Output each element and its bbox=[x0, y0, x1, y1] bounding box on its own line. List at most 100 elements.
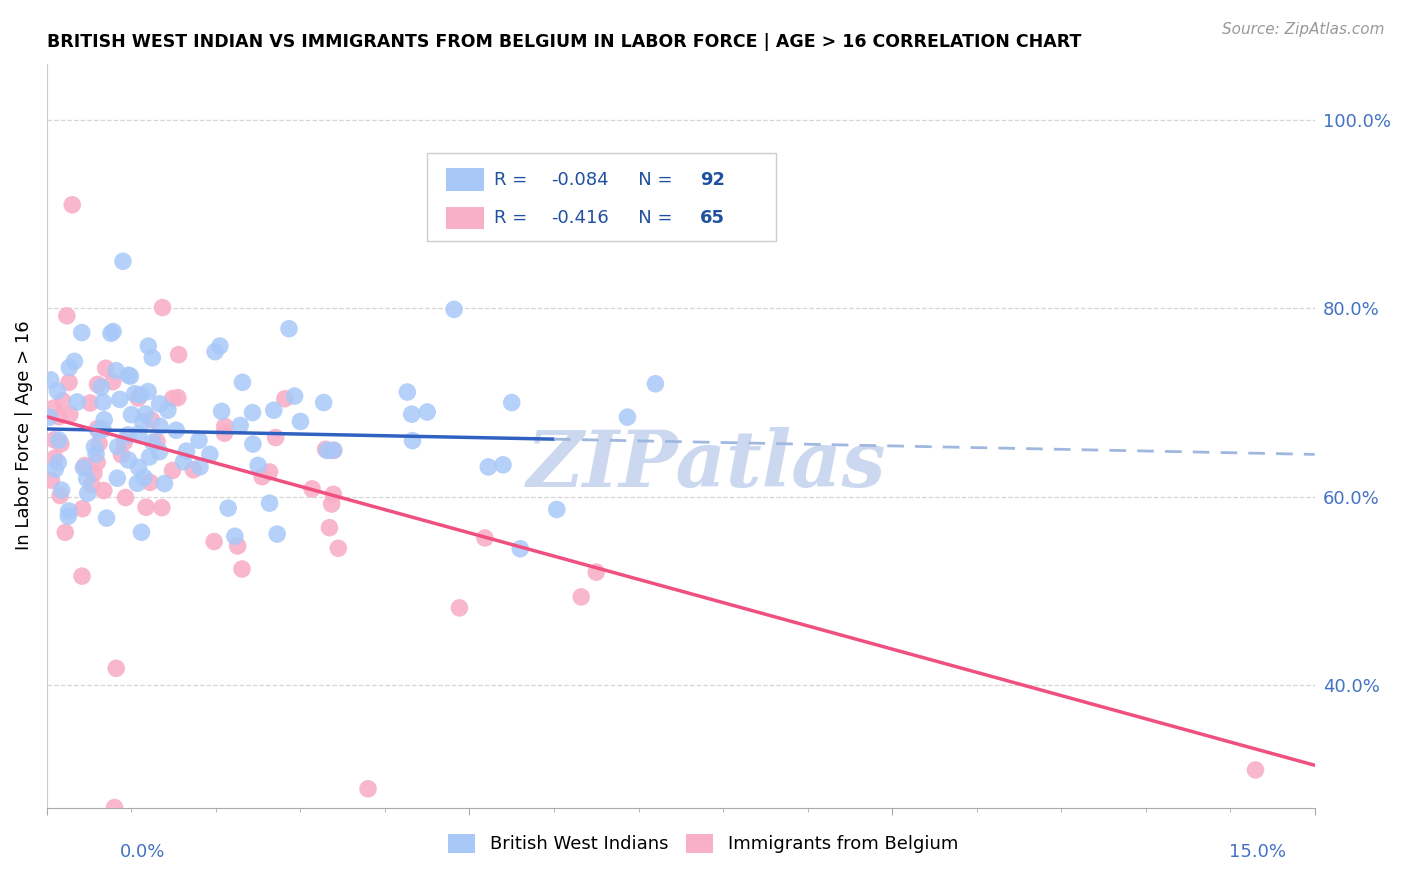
Point bbox=[49, 489, 72, 503]
Point bbox=[259, 496, 281, 510]
Point bbox=[114, 491, 136, 505]
Point bbox=[546, 502, 568, 516]
Point bbox=[585, 565, 607, 579]
Point bbox=[492, 458, 515, 472]
Point bbox=[73, 458, 96, 473]
Point bbox=[53, 525, 76, 540]
Text: 92: 92 bbox=[700, 170, 725, 188]
Point bbox=[176, 444, 198, 458]
Point bbox=[70, 326, 93, 340]
Point bbox=[105, 364, 128, 378]
Point bbox=[72, 460, 94, 475]
Point bbox=[357, 781, 380, 796]
Point bbox=[214, 426, 236, 441]
Point bbox=[51, 393, 73, 408]
Point bbox=[60, 198, 83, 212]
Point bbox=[39, 373, 62, 387]
Text: 65: 65 bbox=[700, 210, 725, 227]
Text: 15.0%: 15.0% bbox=[1229, 843, 1286, 861]
Point bbox=[44, 462, 66, 476]
Point bbox=[83, 440, 105, 454]
Point bbox=[141, 351, 163, 365]
Point bbox=[56, 309, 79, 323]
Point bbox=[101, 375, 124, 389]
Point bbox=[416, 405, 439, 419]
Point bbox=[401, 434, 423, 448]
Point bbox=[96, 511, 118, 525]
Point bbox=[616, 410, 638, 425]
Point bbox=[477, 459, 499, 474]
Point bbox=[316, 443, 339, 458]
Point bbox=[44, 451, 66, 466]
Point bbox=[107, 440, 129, 454]
Point bbox=[87, 424, 110, 438]
Text: N =: N = bbox=[621, 170, 679, 188]
Point bbox=[108, 392, 131, 407]
Point bbox=[152, 301, 174, 315]
Point bbox=[242, 437, 264, 451]
Point bbox=[44, 433, 66, 447]
Point bbox=[136, 339, 159, 353]
Point bbox=[51, 483, 73, 498]
Point bbox=[188, 434, 211, 448]
Point bbox=[48, 409, 70, 424]
Point bbox=[214, 419, 236, 434]
FancyBboxPatch shape bbox=[446, 169, 484, 191]
Point bbox=[242, 406, 264, 420]
Point bbox=[259, 465, 281, 479]
Point bbox=[229, 418, 252, 433]
Point bbox=[117, 368, 139, 383]
Point bbox=[100, 326, 122, 341]
Point bbox=[117, 453, 139, 467]
Point bbox=[111, 254, 134, 268]
Point bbox=[49, 437, 72, 451]
Point bbox=[117, 428, 139, 442]
Point bbox=[58, 509, 80, 524]
Point bbox=[322, 443, 344, 458]
Point bbox=[231, 376, 253, 390]
Point bbox=[84, 447, 107, 461]
Point bbox=[114, 434, 136, 449]
Text: -0.416: -0.416 bbox=[551, 210, 609, 227]
Point bbox=[328, 541, 350, 556]
Point bbox=[401, 407, 423, 421]
Point bbox=[278, 322, 301, 336]
Text: -0.084: -0.084 bbox=[551, 170, 609, 188]
Point bbox=[142, 435, 165, 450]
Point bbox=[135, 407, 157, 421]
Point bbox=[138, 450, 160, 464]
Point bbox=[58, 504, 80, 518]
Point bbox=[94, 361, 117, 376]
Point bbox=[58, 376, 80, 390]
Text: Source: ZipAtlas.com: Source: ZipAtlas.com bbox=[1222, 22, 1385, 37]
Point bbox=[321, 497, 343, 511]
Point bbox=[86, 455, 108, 469]
Point bbox=[76, 472, 98, 486]
Point bbox=[202, 534, 225, 549]
Point bbox=[91, 422, 114, 436]
Point bbox=[1244, 763, 1267, 777]
Point bbox=[250, 469, 273, 483]
Point bbox=[136, 384, 159, 399]
Point bbox=[86, 377, 108, 392]
Point bbox=[644, 376, 666, 391]
Point bbox=[63, 354, 86, 368]
Point bbox=[181, 463, 204, 477]
Point bbox=[131, 525, 153, 540]
Point bbox=[231, 562, 253, 576]
Point bbox=[46, 456, 69, 470]
Point bbox=[149, 397, 172, 411]
Point bbox=[93, 483, 115, 498]
Point bbox=[105, 661, 128, 675]
Point bbox=[93, 413, 115, 427]
Point bbox=[224, 529, 246, 543]
Point bbox=[312, 395, 335, 409]
Point bbox=[509, 541, 531, 556]
Point bbox=[198, 447, 221, 461]
Point bbox=[396, 385, 419, 400]
Point bbox=[134, 470, 156, 484]
Point bbox=[226, 539, 249, 553]
Point bbox=[91, 395, 114, 409]
Point bbox=[127, 427, 149, 442]
Y-axis label: In Labor Force | Age > 16: In Labor Force | Age > 16 bbox=[15, 321, 32, 550]
